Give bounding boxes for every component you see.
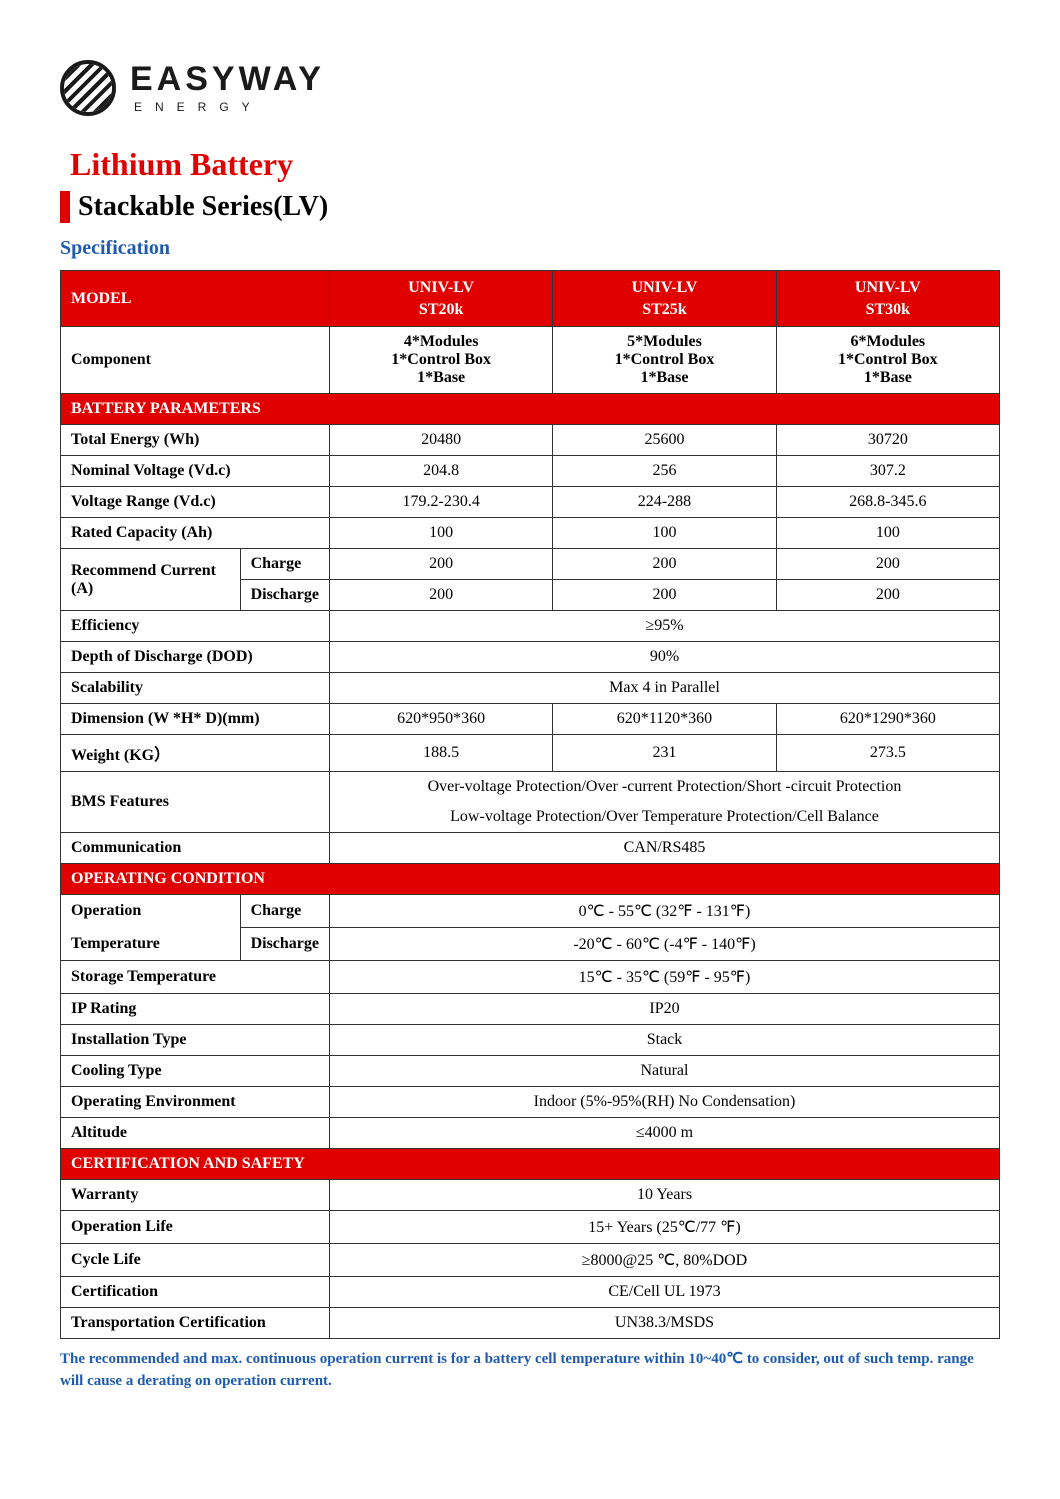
table-row: Recommend Current (A) Charge 200 200 200 (61, 549, 1000, 580)
component-val-0: 4*Modules 1*Control Box 1*Base (330, 327, 553, 394)
table-row: Cycle Life ≥8000@25 ℃, 80%DOD (61, 1244, 1000, 1277)
section-cert: CERTIFICATION AND SAFETY (61, 1149, 1000, 1180)
page-title: Lithium Battery (70, 146, 1000, 183)
table-row: Certification CE/Cell UL 1973 (61, 1277, 1000, 1308)
table-row: Rated Capacity (Ah) 100 100 100 (61, 518, 1000, 549)
table-row: Storage Temperature 15℃ - 35℃ (59℉ - 95℉… (61, 961, 1000, 994)
logo-mark-icon (60, 60, 116, 116)
table-row: Operation Charge 0℃ - 55℃ (32℉ - 131℉) (61, 895, 1000, 928)
table-row: Warranty 10 Years (61, 1180, 1000, 1211)
model-label: MODEL (61, 271, 330, 327)
model-name-2: UNIV-LV ST30k (776, 271, 999, 327)
brand-logo: EASYWAY ENERGY (60, 60, 1000, 116)
table-row: Altitude ≤4000 m (61, 1118, 1000, 1149)
table-row: Operation Life 15+ Years (25℃/77 ℉) (61, 1211, 1000, 1244)
table-row: Weight (KG） 188.5 231 273.5 (61, 735, 1000, 772)
table-row: IP Rating IP20 (61, 994, 1000, 1025)
specification-table: MODEL UNIV-LV ST20k UNIV-LV ST25k UNIV-L… (60, 270, 1000, 1339)
table-row: Communication CAN/RS485 (61, 833, 1000, 864)
subtitle-accent-bar (60, 191, 70, 223)
table-row: BMS Features Over-voltage Protection/Ove… (61, 772, 1000, 803)
table-row: Nominal Voltage (Vd.c) 204.8 256 307.2 (61, 456, 1000, 487)
table-row: Dimension (W *H* D)(mm) 620*950*360 620*… (61, 704, 1000, 735)
section-battery: BATTERY PARAMETERS (61, 394, 1000, 425)
section-operating: OPERATING CONDITION (61, 864, 1000, 895)
table-row: Voltage Range (Vd.c) 179.2-230.4 224-288… (61, 487, 1000, 518)
table-row: Scalability Max 4 in Parallel (61, 673, 1000, 704)
table-row: Cooling Type Natural (61, 1056, 1000, 1087)
component-val-1: 5*Modules 1*Control Box 1*Base (553, 327, 776, 394)
specification-heading: Specification (60, 237, 1000, 260)
component-label: Component (61, 327, 330, 394)
footnote: The recommended and max. continuous oper… (60, 1349, 1000, 1393)
table-row: Transportation Certification UN38.3/MSDS (61, 1308, 1000, 1339)
page-subtitle: Stackable Series(LV) (60, 191, 1000, 223)
subtitle-text: Stackable Series(LV) (78, 191, 328, 223)
brand-tagline: ENERGY (130, 100, 325, 114)
table-row: Temperature Discharge -20℃ - 60℃ (-4℉ - … (61, 928, 1000, 961)
table-row: Total Energy (Wh) 20480 25600 30720 (61, 425, 1000, 456)
brand-name: EASYWAY (130, 62, 325, 96)
table-row-model-header: MODEL UNIV-LV ST20k UNIV-LV ST25k UNIV-L… (61, 271, 1000, 327)
model-name-0: UNIV-LV ST20k (330, 271, 553, 327)
table-row: Installation Type Stack (61, 1025, 1000, 1056)
table-row-component: Component 4*Modules 1*Control Box 1*Base… (61, 327, 1000, 394)
model-name-1: UNIV-LV ST25k (553, 271, 776, 327)
table-row: Efficiency ≥95% (61, 611, 1000, 642)
table-row: Operating Environment Indoor (5%-95%(RH)… (61, 1087, 1000, 1118)
component-val-2: 6*Modules 1*Control Box 1*Base (776, 327, 999, 394)
table-row: Depth of Discharge (DOD) 90% (61, 642, 1000, 673)
